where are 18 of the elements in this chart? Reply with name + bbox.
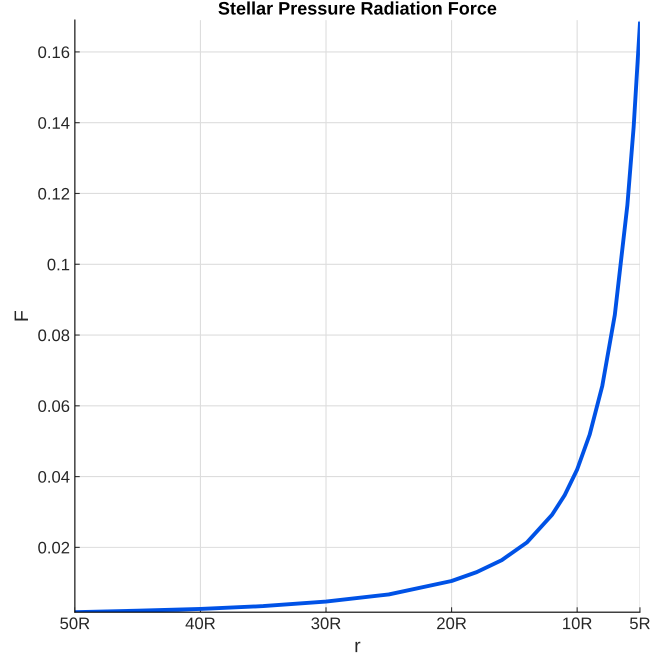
line-series — [74, 22, 640, 612]
x-tick-label: 5R — [630, 618, 650, 630]
y-tick-label: 0.04 — [38, 470, 70, 483]
x-tick-label: 50R — [60, 617, 90, 630]
x-tick-label: 20R — [437, 617, 466, 630]
y-tick-label: 0.12 — [38, 188, 70, 200]
y-tick-label: 0.06 — [38, 400, 70, 412]
x-tick-label: 40R — [186, 617, 215, 630]
y-axis-title: F — [14, 310, 28, 320]
x-tick-label: 10R — [563, 617, 592, 630]
x-axis-title: r — [355, 642, 360, 652]
y-tick-label: 0.1 — [47, 258, 70, 270]
x-tick-label: 30R — [311, 617, 341, 630]
y-tick-label: 0.02 — [38, 542, 70, 554]
y-tick-label: 0.08 — [38, 329, 70, 342]
y-tick-label: 0.16 — [38, 46, 70, 58]
chart-title: Stellar Pressure Radiation Force — [218, 1, 496, 15]
y-tick-label: 0.14 — [38, 117, 70, 129]
